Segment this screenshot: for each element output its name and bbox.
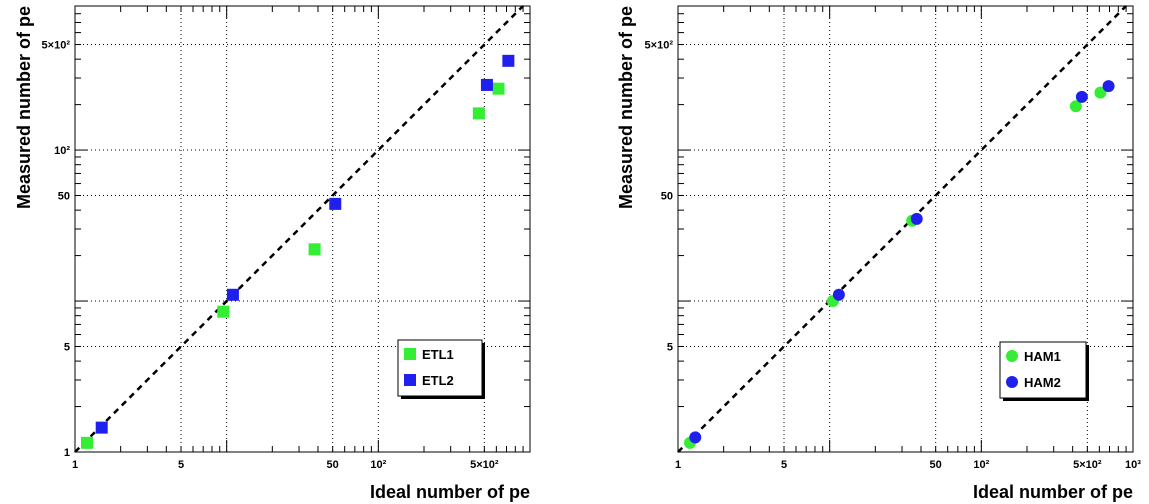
y-tick-label: 5 <box>64 341 70 353</box>
y-tick-label: 1 <box>64 447 70 459</box>
legend-marker-etl2 <box>404 374 416 386</box>
x-tick-label: 50 <box>327 459 339 471</box>
data-point-etl2 <box>480 78 493 91</box>
legend-label-etl2: ETL2 <box>422 373 454 388</box>
data-point-etl2 <box>95 421 108 434</box>
data-point-ham2 <box>1075 90 1088 103</box>
y-tick-label: 5×10² <box>42 40 71 52</box>
y-axis-title: Measured number of pe <box>14 6 34 209</box>
chart-panel-2: 1 5 50 10² 5×10² 10³ 5 50 5×10² Ideal number of p… <box>616 5 1141 502</box>
data-point-etl1 <box>472 107 485 120</box>
x-tick-label: 5 <box>781 459 787 471</box>
data-point-etl1 <box>217 305 230 318</box>
legend: HAM1 HAM2 <box>999 341 1089 401</box>
legend-label-ham2: HAM2 <box>1024 375 1061 390</box>
x-axis-title: Ideal number of pe <box>370 482 530 502</box>
data-point-etl2 <box>502 54 515 67</box>
data-point-ham2 <box>832 288 845 301</box>
x-tick-label: 10² <box>973 459 989 471</box>
x-tick-label: 50 <box>930 459 942 471</box>
data-point-etl2 <box>226 288 239 301</box>
data-point-ham1 <box>1094 86 1107 99</box>
x-tick-label: 5×10² <box>470 459 499 471</box>
x-tick-label: 1 <box>72 459 78 471</box>
y-tick-label: 10² <box>54 145 70 157</box>
y-tick-label: 5×10² <box>645 40 674 52</box>
data-point-etl1 <box>81 436 94 449</box>
data-point-ham2 <box>1102 80 1115 93</box>
y-tick-label: 5 <box>667 341 673 353</box>
data-point-etl1 <box>308 243 321 256</box>
data-point-etl1 <box>492 82 505 95</box>
legend-marker-ham2 <box>1006 376 1018 388</box>
legend-label-ham1: HAM1 <box>1024 349 1061 364</box>
x-tick-label: 10² <box>370 459 386 471</box>
data-point-ham2 <box>910 212 923 225</box>
x-tick-label: 10³ <box>1125 459 1141 471</box>
x-tick-label: 5×10² <box>1073 459 1102 471</box>
legend-label-etl1: ETL1 <box>422 347 454 362</box>
x-axis-title: Ideal number of pe <box>973 482 1133 502</box>
legend-marker-ham1 <box>1006 350 1018 362</box>
x-tick-label: 5 <box>178 459 184 471</box>
y-axis-title: Measured number of pe <box>616 6 636 209</box>
x-tick-label: 1 <box>675 459 681 471</box>
data-point-ham1 <box>1069 100 1082 113</box>
y-tick-label: 50 <box>661 191 673 203</box>
y-tick-label: 50 <box>58 191 70 203</box>
legend: ETL1 ETL2 <box>397 339 485 399</box>
legend-marker-etl1 <box>404 348 416 360</box>
data-point-ham2 <box>689 431 702 444</box>
data-point-etl2 <box>329 197 342 210</box>
chart-panel-1: 1 5 50 10² 5×10² 1 5 50 10² 5×10² Ideal number of … <box>14 5 531 502</box>
